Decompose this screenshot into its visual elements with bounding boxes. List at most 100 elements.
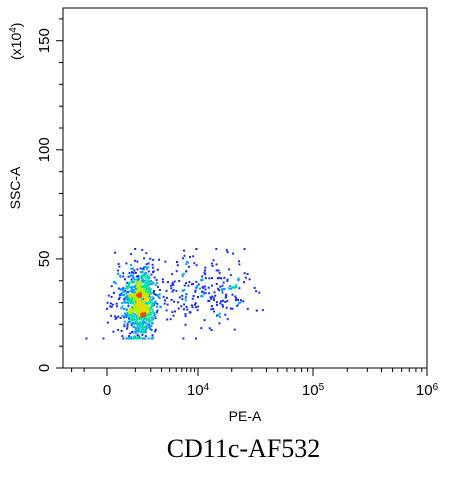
data-point (142, 268, 145, 271)
data-point (164, 260, 167, 263)
data-point (144, 307, 147, 310)
data-point (136, 268, 139, 271)
data-point (135, 337, 138, 340)
data-point (248, 278, 251, 281)
data-point (215, 283, 218, 285)
data-point (138, 310, 141, 313)
data-point (182, 257, 185, 260)
data-point (135, 316, 138, 319)
data-point (149, 319, 152, 322)
data-point (130, 314, 133, 317)
data-point (183, 303, 186, 306)
data-point (204, 285, 206, 288)
data-point (126, 325, 129, 328)
data-point (213, 291, 216, 294)
data-point (134, 326, 137, 329)
data-point (218, 312, 221, 315)
data-point (137, 312, 140, 315)
data-point (155, 293, 158, 296)
data-point (235, 284, 238, 287)
data-point (110, 314, 113, 317)
plot-frame (62, 7, 428, 369)
data-point (138, 291, 141, 294)
data-point (151, 263, 154, 266)
data-point (130, 280, 133, 283)
data-point (140, 290, 143, 293)
data-point (148, 315, 151, 318)
data-point (188, 281, 191, 283)
data-point (139, 283, 142, 286)
data-point (151, 310, 154, 313)
data-point (145, 307, 148, 310)
data-point (166, 318, 169, 321)
data-point (142, 288, 145, 291)
data-point (142, 303, 145, 306)
data-point (135, 297, 138, 300)
data-point (219, 316, 222, 318)
data-point (144, 337, 147, 340)
data-point (149, 300, 152, 303)
data-point (143, 316, 146, 319)
data-point (126, 323, 129, 326)
data-point (143, 300, 146, 303)
data-point (226, 318, 229, 321)
data-point (185, 260, 188, 263)
data-point (106, 301, 109, 304)
data-point (235, 285, 238, 288)
data-point (125, 316, 128, 318)
data-point (131, 331, 134, 334)
data-point (137, 309, 140, 312)
data-point (149, 290, 152, 292)
data-point (122, 291, 125, 294)
x-tick-label: 106 (416, 382, 439, 400)
data-point (164, 299, 166, 302)
data-point (204, 277, 207, 280)
data-point (137, 287, 140, 290)
data-point (148, 324, 151, 327)
data-point (194, 303, 196, 306)
data-point (128, 313, 131, 316)
data-point (137, 295, 140, 298)
data-point (124, 301, 127, 304)
data-point (123, 323, 126, 326)
data-point (188, 265, 191, 268)
data-point (165, 289, 168, 292)
data-point (138, 321, 141, 324)
data-point (147, 279, 150, 282)
data-point (121, 314, 124, 317)
data-point (134, 286, 136, 289)
data-point (123, 298, 126, 301)
data-point (144, 335, 147, 338)
data-point (246, 273, 249, 276)
data-point (185, 306, 188, 308)
data-point (220, 300, 222, 303)
data-point (134, 301, 137, 303)
data-point (232, 286, 235, 289)
data-point (139, 285, 142, 288)
data-point (194, 337, 197, 340)
data-point (150, 337, 153, 340)
data-point (147, 337, 150, 340)
data-point (142, 337, 145, 340)
y-axis: 0 50 100 150 (36, 18, 63, 372)
data-point (133, 291, 136, 294)
data-point (214, 294, 217, 297)
data-point (151, 304, 153, 307)
data-point (148, 283, 151, 286)
data-point (202, 292, 205, 295)
data-point (190, 283, 193, 286)
data-point (208, 277, 211, 280)
data-point (137, 276, 140, 279)
data-point (141, 275, 144, 278)
data-point (139, 295, 142, 298)
data-point (147, 306, 150, 309)
data-point (136, 300, 139, 303)
data-point (147, 288, 150, 291)
data-point (131, 271, 134, 274)
data-point (152, 281, 155, 284)
data-point (225, 306, 228, 309)
data-point (148, 280, 151, 283)
data-point (192, 255, 195, 258)
data-point (151, 319, 154, 322)
data-point (106, 321, 109, 324)
